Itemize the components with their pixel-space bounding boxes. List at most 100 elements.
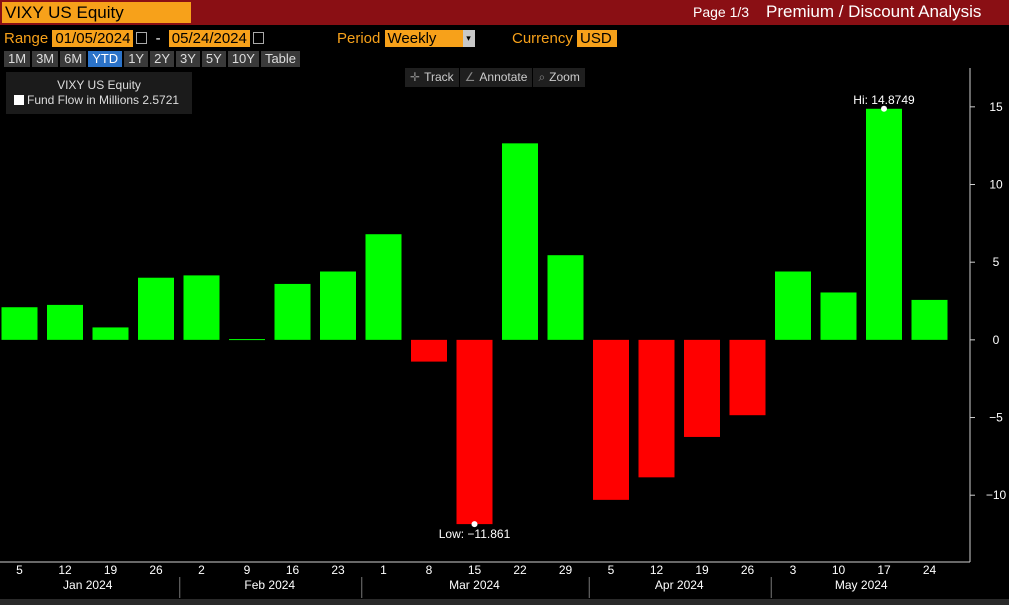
y-tick-label: −10 [986,488,1007,502]
zoom-label: Zoom [549,70,580,84]
y-tick-label: 0 [993,333,1000,347]
bar [729,339,766,416]
range-button-ytd[interactable]: YTD [88,51,123,67]
legend-title: VIXY US Equity [57,78,141,92]
bar [866,108,902,340]
x-tick-label: 15 [468,563,482,577]
bar [138,277,174,340]
bar [593,339,629,500]
chart-toolbar: ✛ Track ∠ Annotate ⌕ Zoom [405,68,586,88]
annotation-marker [471,521,478,528]
bar [502,143,538,340]
annotate-label: Annotate [479,70,528,84]
y-tick-label: 10 [989,178,1003,192]
bar [320,271,356,340]
header-bar: VIXY US Equity Page 1/3 Premium / Discou… [0,0,1009,25]
pencil-icon: ∠ [464,70,476,84]
calendar-icon[interactable] [252,32,264,44]
start-date-field[interactable]: 01/05/2024 [52,30,134,47]
range-button-table[interactable]: Table [260,51,301,67]
bar [183,275,220,340]
x-tick-label: 23 [331,563,345,577]
bar [411,339,447,362]
end-date-field[interactable]: 05/24/2024 [168,30,250,47]
ticker-field[interactable]: VIXY US Equity [2,2,191,23]
calendar-icon[interactable] [136,32,148,44]
range-button-10y[interactable]: 10Y [227,51,259,67]
bar [229,339,265,341]
legend-swatch [14,95,24,105]
x-tick-label: 10 [832,563,846,577]
bar [274,283,311,340]
range-button-1y[interactable]: 1Y [124,51,149,67]
bar [775,271,811,340]
bar [456,339,493,525]
x-axis-band [0,562,970,599]
x-tick-label: 19 [695,563,709,577]
x-tick-label: 9 [244,563,251,577]
period-label: Period [337,30,381,47]
legend-item: Fund Flow in Millions 2.5721 [27,93,180,107]
chevron-down-icon[interactable]: ▾ [462,30,475,47]
x-tick-label: 3 [790,563,797,577]
annotation-label: Hi: 14.8749 [853,93,915,107]
currency-label: Currency [512,30,573,47]
annotation-marker [881,105,887,112]
x-tick-label: 2 [198,563,205,577]
track-label: Track [424,70,454,84]
bar [820,292,857,340]
range-button-2y[interactable]: 2Y [150,51,174,67]
bar [911,299,948,340]
month-label: May 2024 [835,578,888,592]
page-indicator: Page 1/3 [693,4,750,20]
bar [47,304,83,340]
range-control: Range 01/05/2024 - 05/24/2024 [4,30,264,48]
y-tick-label: 15 [989,100,1003,114]
y-tick-label: 5 [993,255,1000,269]
x-tick-label: 12 [650,563,664,577]
range-button-1m[interactable]: 1M [4,51,31,67]
bar [92,327,129,340]
magnifier-icon: ⌕ [538,70,546,84]
x-tick-label: 26 [741,563,755,577]
x-tick-label: 8 [426,563,433,577]
track-button[interactable]: ✛ Track [405,68,459,87]
y-tick-label: −5 [989,411,1003,425]
crosshair-icon: ✛ [410,70,421,84]
x-tick-label: 5 [16,563,23,577]
month-label: Mar 2024 [449,578,500,592]
range-button-3m[interactable]: 3M [32,51,59,67]
x-tick-label: 22 [513,563,527,577]
x-tick-label: 12 [58,563,72,577]
range-button-5y[interactable]: 5Y [201,51,226,67]
range-label: Range [4,30,49,47]
currency-field[interactable]: USD [577,30,618,47]
x-tick-label: 5 [608,563,615,577]
x-tick-label: 1 [380,563,387,577]
currency-control: Currency USD [512,30,618,48]
range-separator: - [155,30,161,47]
x-tick-label: 26 [149,563,163,577]
period-control: Period Weekly ▾ [337,30,475,48]
bar [1,307,38,340]
page-title: Premium / Discount Analysis [766,2,982,21]
annotate-button[interactable]: ∠ Annotate [459,68,533,87]
period-select[interactable]: Weekly [384,30,463,47]
x-tick-label: 29 [559,563,573,577]
x-tick-label: 17 [877,563,891,577]
bar [547,255,584,340]
month-label: Apr 2024 [655,578,704,592]
chart-legend: VIXY US Equity Fund Flow in Millions 2.5… [6,72,192,114]
annotation-label: Low: −11.861 [439,527,511,541]
bar [638,339,675,478]
range-button-6m[interactable]: 6M [60,51,87,67]
range-button-group: 1M 3M 6M YTD 1Y 2Y 3Y 5Y 10Y Table [4,50,302,67]
month-label: Jan 2024 [63,578,113,592]
range-button-3y[interactable]: 3Y [176,51,200,67]
month-label: Feb 2024 [244,578,295,592]
bar [684,339,720,437]
x-tick-label: 19 [104,563,118,577]
bar [365,234,402,340]
zoom-button[interactable]: ⌕ Zoom [533,68,585,87]
x-tick-label: 16 [286,563,300,577]
